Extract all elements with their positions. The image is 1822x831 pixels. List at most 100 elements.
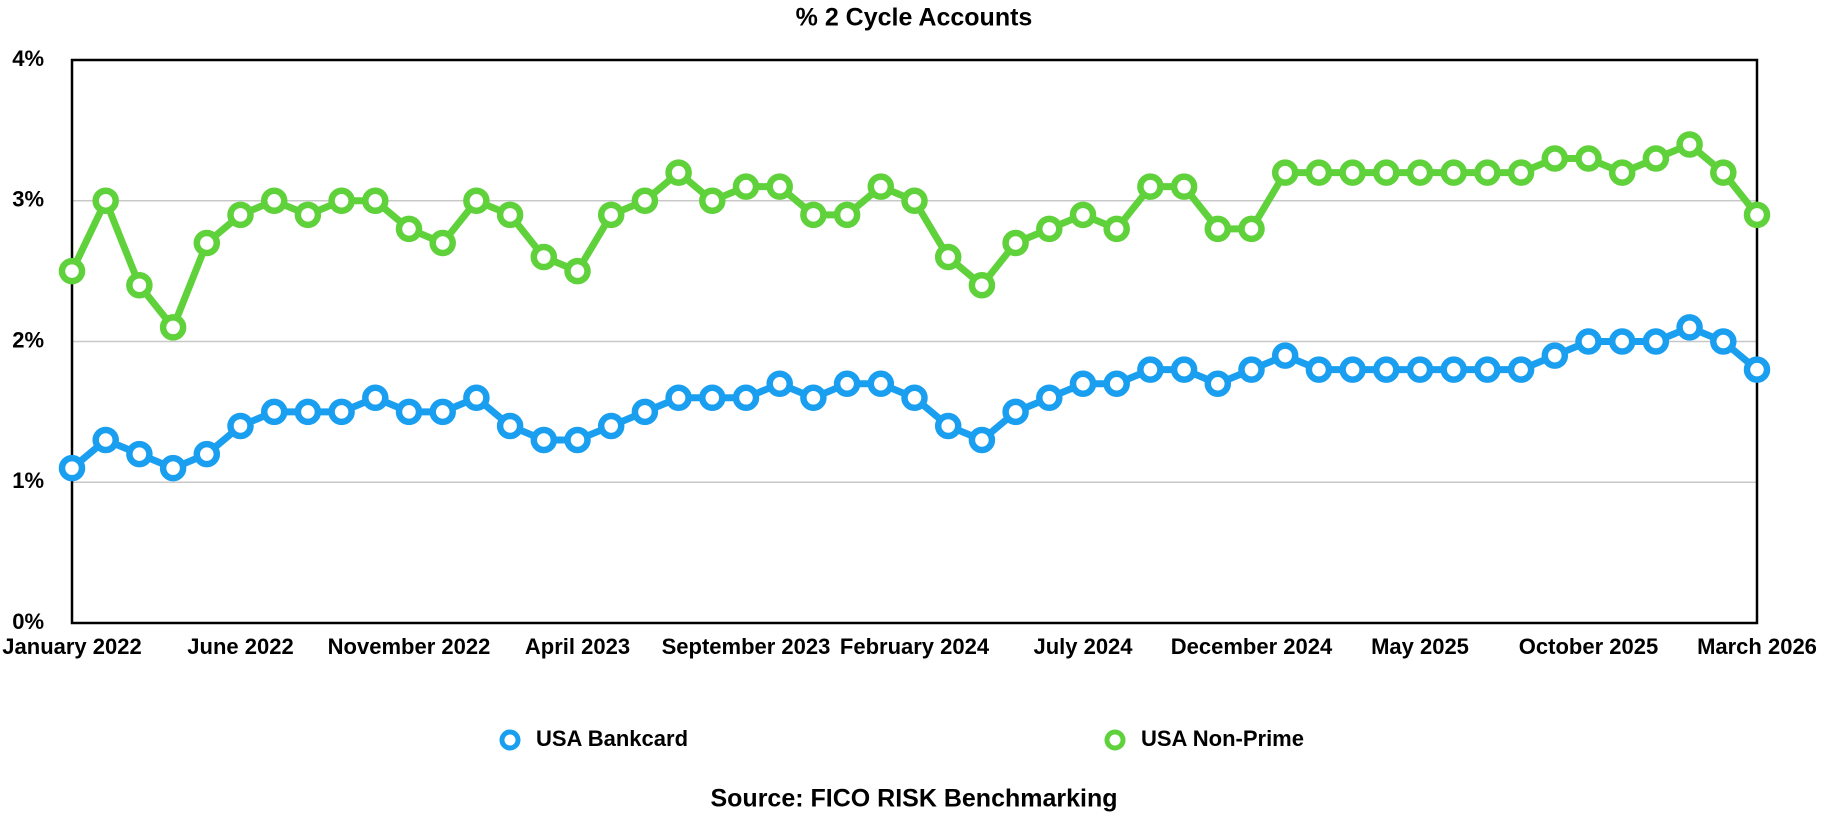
x-tick-label: November 2022: [328, 634, 491, 659]
point-marker: [1305, 159, 1333, 186]
legend-label: USA Non-Prime: [1141, 726, 1304, 751]
point-marker: [1474, 356, 1501, 383]
point-marker: [530, 243, 558, 271]
point-marker: [227, 412, 254, 440]
point-marker: [1710, 159, 1737, 186]
point-marker: [1137, 173, 1164, 200]
x-tick-label: September 2023: [662, 634, 831, 659]
point-marker: [1069, 370, 1097, 397]
point-marker: [1103, 215, 1130, 243]
point-marker: [395, 215, 423, 243]
point-marker: [362, 384, 389, 412]
point-marker: [1238, 215, 1265, 243]
series-line: [68, 140, 1760, 331]
point-marker: [1507, 356, 1535, 383]
point-marker: [463, 384, 490, 412]
point-marker: [597, 412, 625, 440]
point-marker: [1406, 356, 1434, 383]
point-marker: [699, 187, 726, 214]
point-marker: [732, 384, 760, 412]
x-tick-label: June 2022: [187, 634, 293, 659]
point-marker: [766, 370, 793, 397]
point-marker: [362, 187, 389, 214]
x-tick-label: April 2023: [525, 634, 630, 659]
point-marker: [530, 426, 558, 454]
point-marker: [1406, 159, 1434, 186]
legend-marker: [499, 729, 521, 751]
point-marker: [1608, 159, 1636, 186]
point-marker: [564, 426, 591, 454]
point-marker: [1608, 328, 1636, 355]
point-marker: [1204, 215, 1232, 243]
point-marker: [294, 201, 322, 229]
x-tick-label: March 2026: [1697, 634, 1817, 659]
point-marker: [1743, 356, 1771, 383]
point-marker: [1575, 328, 1602, 355]
legend-marker: [1104, 729, 1126, 751]
point-marker: [968, 271, 996, 299]
x-tick-label: October 2025: [1519, 634, 1658, 659]
point-marker: [631, 187, 659, 214]
point-marker: [429, 398, 456, 426]
point-marker: [1474, 159, 1501, 186]
point-marker: [901, 384, 928, 412]
point-marker: [766, 173, 793, 200]
point-marker: [1373, 356, 1400, 383]
point-marker: [665, 159, 692, 186]
y-tick-label: 3%: [12, 187, 44, 212]
point-marker: [732, 173, 760, 200]
point-marker: [631, 398, 659, 426]
y-tick-label: 2%: [12, 327, 44, 352]
point-marker: [1373, 159, 1400, 186]
point-marker: [1676, 131, 1703, 158]
point-marker: [867, 173, 895, 200]
point-marker: [1507, 159, 1535, 186]
x-tick-label: February 2024: [840, 634, 990, 659]
point-marker: [58, 257, 86, 285]
point-marker: [193, 440, 221, 468]
point-marker: [1710, 328, 1737, 355]
point-marker: [1036, 215, 1063, 243]
point-marker: [833, 370, 861, 397]
point-marker: [429, 229, 456, 257]
point-marker: [1339, 159, 1366, 186]
point-marker: [58, 454, 86, 482]
point-marker: [699, 384, 726, 412]
point-marker: [92, 426, 119, 454]
point-marker: [1170, 356, 1198, 383]
point-marker: [934, 412, 962, 440]
point-marker: [1271, 342, 1299, 369]
x-tick-label: July 2024: [1033, 634, 1133, 659]
point-marker: [1440, 159, 1467, 186]
point-marker: [496, 201, 524, 229]
point-marker: [496, 412, 524, 440]
point-marker: [1676, 314, 1703, 341]
y-tick-label: 0%: [12, 609, 44, 634]
point-marker: [193, 229, 221, 257]
point-marker: [1002, 229, 1029, 257]
point-marker: [126, 440, 153, 468]
point-marker: [1339, 356, 1366, 383]
source-note: Source: FICO RISK Benchmarking: [710, 785, 1117, 813]
point-marker: [833, 201, 861, 229]
point-marker: [1575, 145, 1602, 172]
legend-label: USA Bankcard: [536, 726, 688, 751]
point-marker: [1103, 370, 1130, 397]
point-marker: [1036, 384, 1063, 412]
y-tick-label: 1%: [12, 468, 44, 493]
point-marker: [867, 370, 895, 397]
point-marker: [328, 398, 355, 426]
point-marker: [1642, 145, 1670, 172]
x-tick-label: January 2022: [2, 634, 141, 659]
chart-title: % 2 Cycle Accounts: [796, 4, 1033, 32]
point-marker: [1305, 356, 1333, 383]
point-marker: [260, 187, 288, 214]
point-marker: [934, 243, 962, 271]
point-marker: [1137, 356, 1164, 383]
point-marker: [294, 398, 322, 426]
point-marker: [395, 398, 423, 426]
plot-frame: [70, 58, 1759, 625]
point-marker: [1642, 328, 1670, 355]
point-marker: [1204, 370, 1232, 397]
